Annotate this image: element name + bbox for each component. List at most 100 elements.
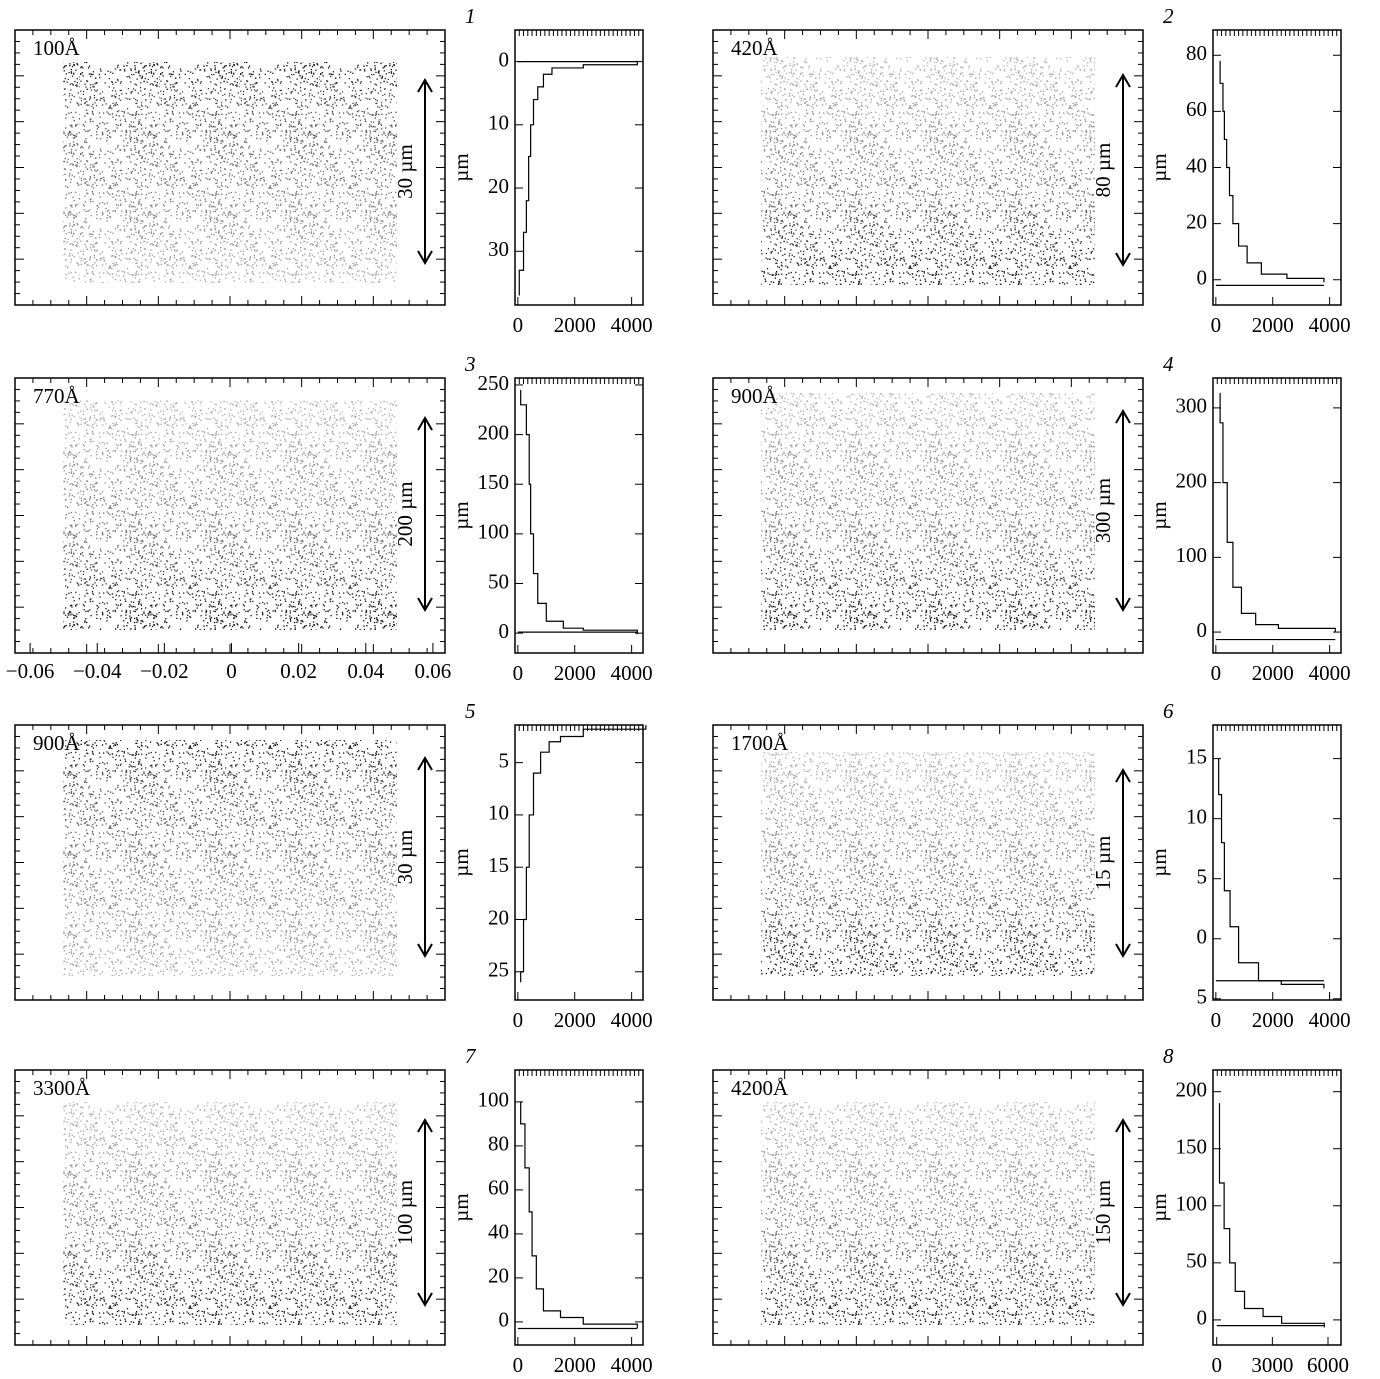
- energy-label: 770Å: [33, 384, 81, 408]
- arrow-head: [417, 1118, 433, 1133]
- x-tick-label: 2000: [554, 661, 596, 685]
- x-tick-label: 0.02: [280, 659, 317, 683]
- y-tick-label: 15: [488, 853, 509, 877]
- arrow-head: [1115, 252, 1131, 267]
- y-tick-label: 0: [1197, 925, 1208, 949]
- y-tick-label: 0: [1197, 1306, 1208, 1330]
- y-axis-label: µm: [449, 1193, 473, 1221]
- x-tick-label: 0: [513, 661, 524, 685]
- y-tick-label: 5: [1197, 865, 1208, 889]
- x-tick-label: 0: [513, 313, 524, 337]
- y-tick-label: 10: [488, 801, 509, 825]
- x-tick-label: 0: [1211, 313, 1222, 337]
- arrow-head: [417, 756, 433, 771]
- profile-frame: [514, 724, 644, 1001]
- y-tick-label: 200: [1176, 468, 1208, 492]
- energy-label: 900Å: [731, 384, 779, 408]
- arrow-head: [1115, 409, 1131, 424]
- y-tick-label: 0: [499, 619, 510, 643]
- panel: 770Å 200 µm −0.06 −0.04 −0.02 0 0.02 0.04 0.06 3 µ…: [6, 352, 653, 685]
- panel: 4200Å 150 µm 8 µm 0 50 100 150 200 0 3000 6000: [712, 1044, 1349, 1377]
- arrow-head: [417, 597, 433, 612]
- x-tick-label: 4000: [611, 1008, 653, 1032]
- x-tick-label: 4000: [611, 661, 653, 685]
- y-tick-label: 5: [499, 748, 510, 772]
- arrow-head: [417, 416, 433, 431]
- y-tick-label: 40: [488, 1220, 509, 1244]
- x-tick-label: 4000: [1309, 661, 1351, 685]
- energy-label: 100Å: [33, 36, 81, 60]
- y-tick-label: 0: [499, 47, 510, 71]
- profile-curve: [1218, 758, 1325, 989]
- x-tick-label: −0.06: [6, 659, 55, 683]
- scale-label: 100 µm: [393, 1180, 417, 1245]
- y-tick-label: 100: [478, 520, 510, 544]
- profile-curve: [1218, 1103, 1325, 1328]
- arrow-head: [1115, 597, 1131, 612]
- x-tick-label: 4000: [611, 1353, 653, 1377]
- profile-curve: [1219, 392, 1336, 633]
- y-tick-label: 10: [488, 111, 509, 135]
- panel-number: 7: [465, 1044, 477, 1068]
- particle-distribution: [63, 740, 397, 976]
- panel-number: 2: [1163, 4, 1174, 28]
- y-axis-label: µm: [449, 153, 473, 181]
- scale-label: 30 µm: [393, 830, 417, 885]
- x-tick-label: 2000: [1252, 661, 1294, 685]
- profile-curve: [520, 1101, 638, 1329]
- y-axis-label: µm: [1147, 153, 1171, 181]
- x-tick-label: 4000: [1309, 313, 1351, 337]
- x-tick-label: 4000: [611, 313, 653, 337]
- scale-label: 15 µm: [1091, 836, 1115, 891]
- y-tick-label: 30: [488, 237, 509, 261]
- y-tick-label: 80: [1186, 41, 1207, 65]
- panel-number: 1: [465, 4, 476, 28]
- y-tick-label: 60: [1186, 97, 1207, 121]
- scale-label: 200 µm: [393, 481, 417, 546]
- y-tick-label: 0: [1197, 266, 1208, 290]
- particle-distribution: [63, 1102, 397, 1325]
- y-tick-label: 20: [1186, 209, 1207, 233]
- energy-label: 3300Å: [33, 1076, 91, 1100]
- profile-frame: [514, 377, 644, 654]
- panel-number: 3: [464, 352, 476, 376]
- y-tick-label: 60: [488, 1176, 509, 1200]
- particle-distribution: [761, 1102, 1095, 1325]
- panel-number: 6: [1163, 699, 1174, 723]
- y-axis-label: µm: [1147, 1193, 1171, 1221]
- y-tick-label: 40: [1186, 153, 1207, 177]
- y-tick-label: 50: [488, 569, 509, 593]
- profile-frame: [1212, 1069, 1342, 1346]
- x-tick-label: 0: [513, 1008, 524, 1032]
- y-axis-label: µm: [449, 848, 473, 876]
- arrow-head: [1115, 943, 1131, 958]
- panel: 900Å 300 µm 4 µm 0 100 200 300 0 2000 4000: [712, 352, 1351, 685]
- scale-label: 150 µm: [1091, 1180, 1115, 1245]
- x-tick-label: 2000: [554, 1353, 596, 1377]
- panel-number: 5: [465, 699, 476, 723]
- y-axis-label: µm: [1147, 848, 1171, 876]
- x-tick-label: 0: [1211, 1008, 1222, 1032]
- y-tick-label: 15: [1186, 744, 1207, 768]
- particle-distribution: [761, 57, 1095, 285]
- particle-distribution: [63, 400, 397, 630]
- profile-curve: [518, 60, 638, 296]
- y-tick-label: 300: [1176, 394, 1208, 418]
- y-tick-label: 200: [1176, 1077, 1208, 1101]
- energy-label: 1700Å: [731, 731, 789, 755]
- arrow-head: [1115, 768, 1131, 783]
- y-tick-label: 20: [488, 174, 509, 198]
- panel-number: 8: [1163, 1044, 1174, 1068]
- x-tick-label: 2000: [554, 1008, 596, 1032]
- y-axis-label: µm: [449, 501, 473, 529]
- x-tick-label: 4000: [1309, 1008, 1351, 1032]
- y-tick-label: 150: [478, 470, 510, 494]
- energy-label: 420Å: [731, 36, 779, 60]
- panel: 100Å 30 µm 1 µm 0 10 20 30 0 2000 4000: [14, 4, 653, 337]
- energy-label: 900Å: [33, 731, 81, 755]
- y-tick-label: 10: [1186, 804, 1207, 828]
- y-tick-label: 100: [1176, 543, 1208, 567]
- y-tick-label: 100: [478, 1088, 510, 1112]
